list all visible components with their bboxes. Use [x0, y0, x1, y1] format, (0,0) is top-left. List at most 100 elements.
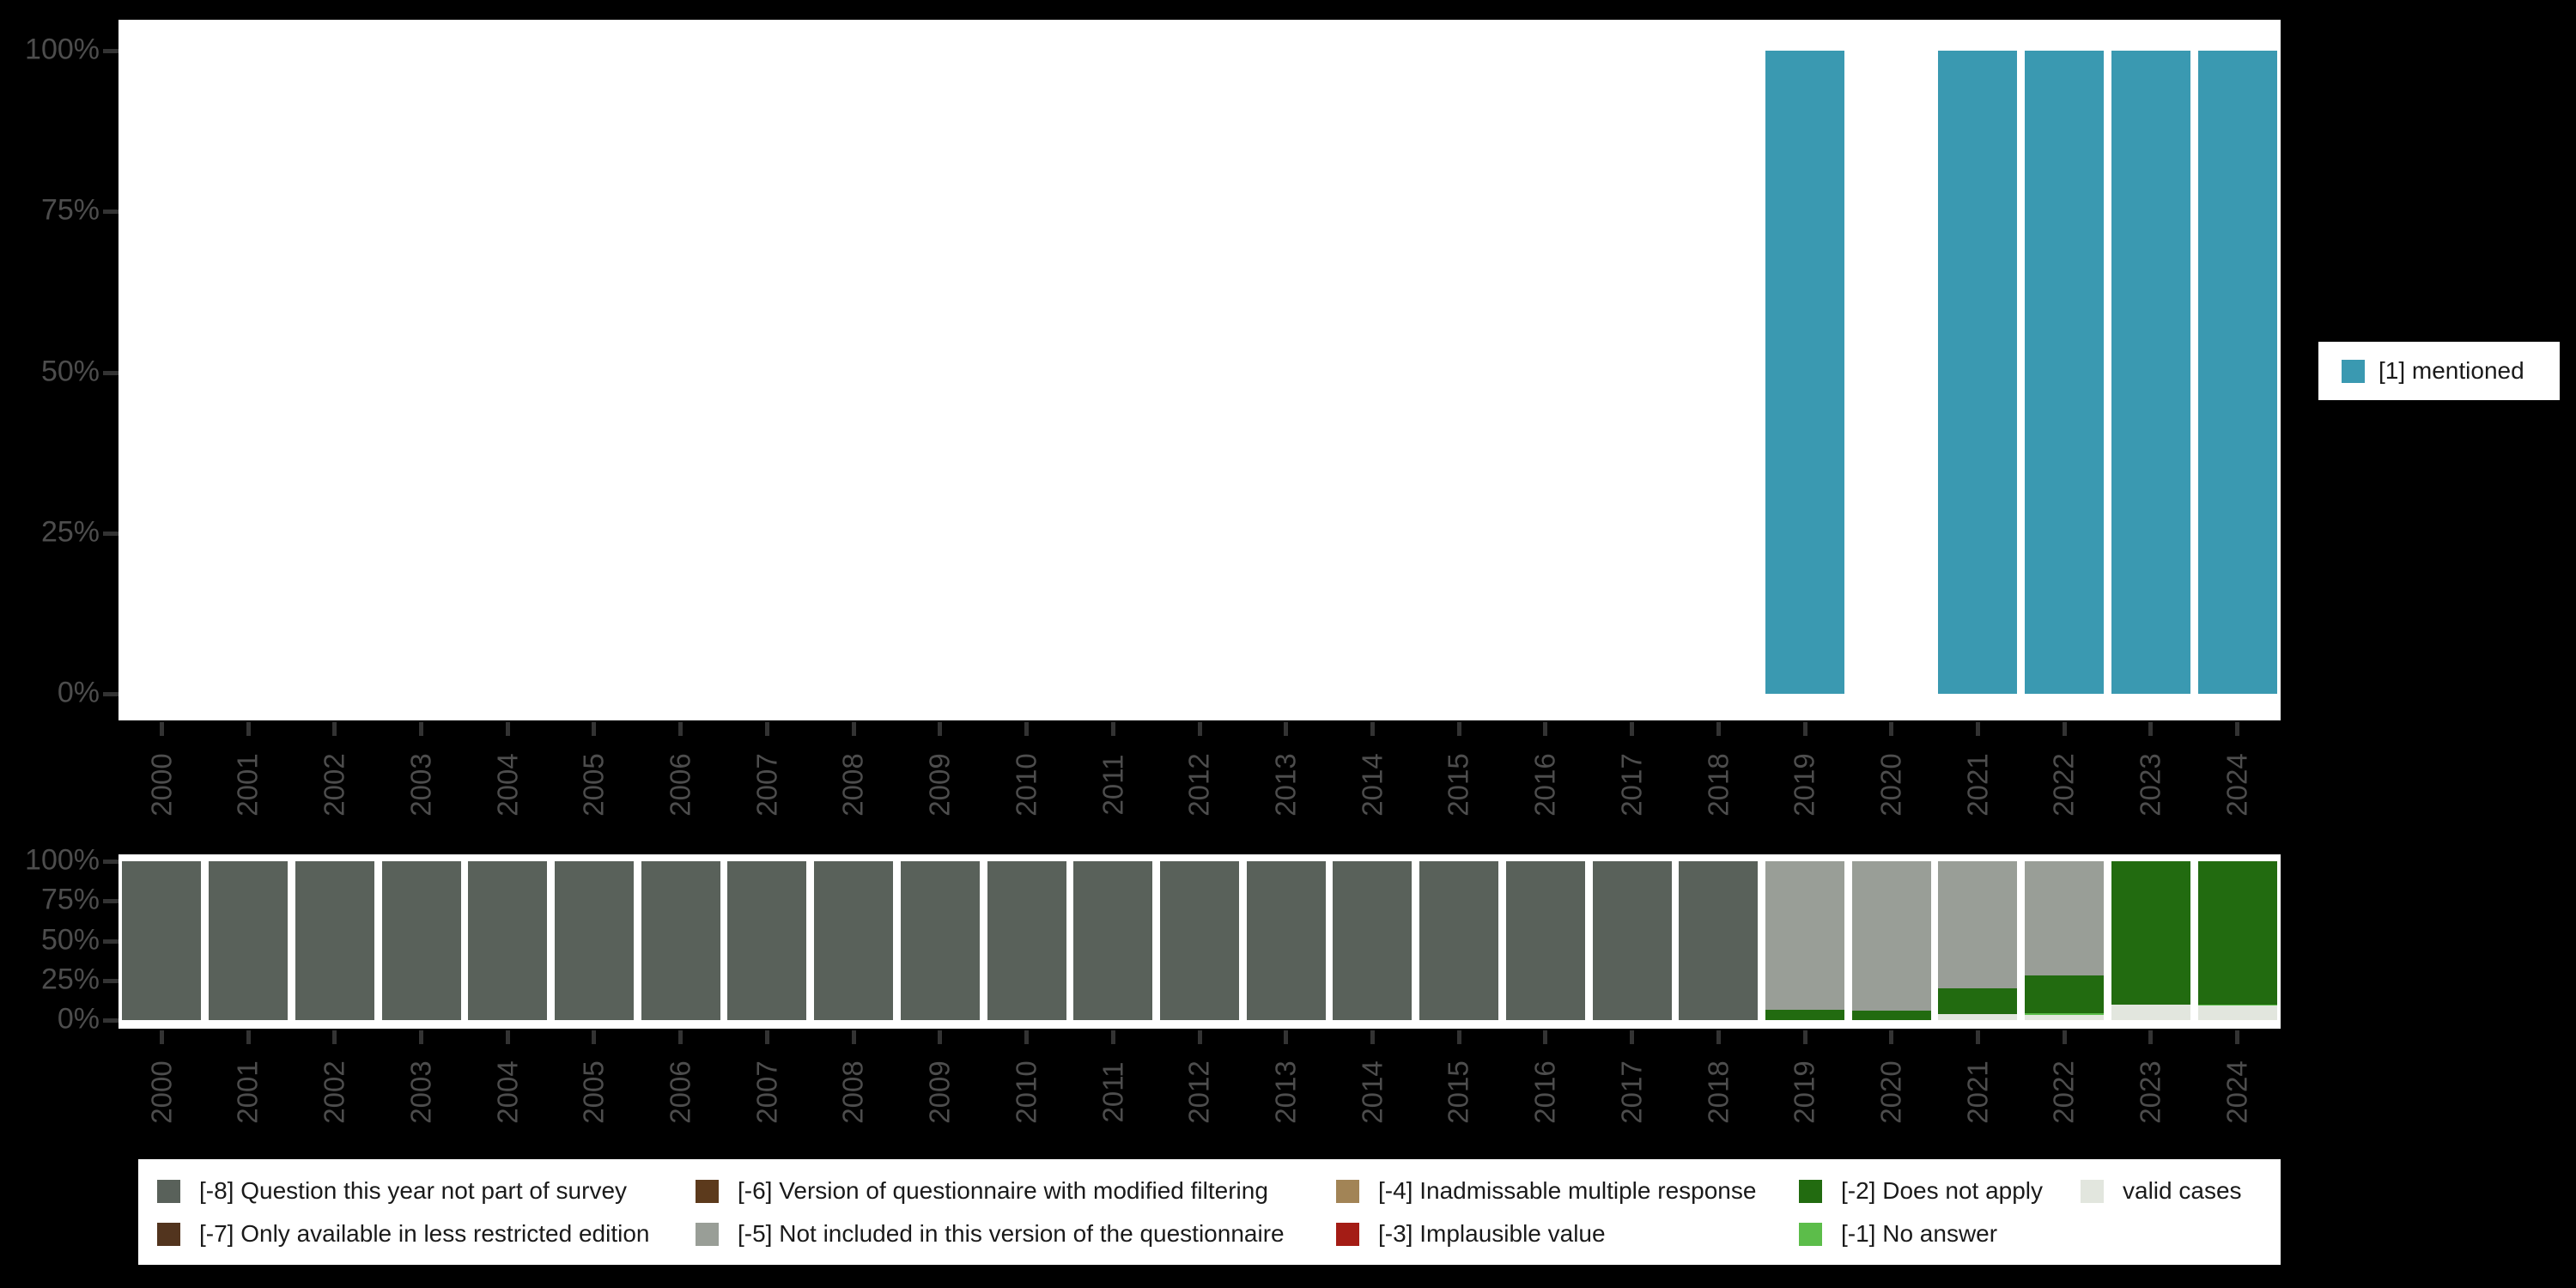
x-axis-year-label: 2012: [1181, 737, 1218, 833]
bar-segment: [1851, 861, 1931, 1011]
x-axis-year-label-text: 2009: [923, 753, 956, 817]
x-axis-year-label: 2004: [489, 1044, 526, 1140]
legend-swatch: [1336, 1180, 1359, 1203]
bar-segment: [1505, 861, 1585, 1020]
x-axis-year-label-text: 2022: [2048, 1060, 2081, 1124]
bar-segment: [2111, 51, 2190, 694]
x-axis-tick-mark: [332, 1030, 337, 1044]
bar-segment: [2025, 1012, 2105, 1015]
x-axis-tick-mark: [419, 722, 424, 736]
x-axis-year-label: 2005: [575, 737, 613, 833]
x-axis-tick-mark: [246, 1030, 251, 1044]
x-axis-year-label: 2010: [1008, 737, 1046, 833]
y-axis-tick-mark: [103, 210, 118, 215]
x-axis-tick-mark: [1197, 1030, 1202, 1044]
x-axis-year-label: 2019: [1786, 737, 1824, 833]
y-axis-tick-label: 0%: [57, 1002, 100, 1036]
x-axis-year-label: 2009: [921, 737, 959, 833]
x-axis-tick-mark: [1370, 722, 1375, 736]
x-axis-year-label: 2008: [835, 737, 872, 833]
x-axis-year-label-text: 2015: [1443, 753, 1475, 817]
x-axis-year-label: 2014: [1353, 1044, 1391, 1140]
x-axis-year-label: 2020: [1873, 737, 1911, 833]
x-axis-tick-mark: [1630, 1030, 1635, 1044]
x-axis-year-label: 2024: [2219, 737, 2257, 833]
y-axis-tick-label: 75%: [40, 193, 100, 227]
x-axis-year-label-text: 2015: [1443, 1060, 1475, 1124]
x-axis-year-label: 2022: [2045, 737, 2083, 833]
x-axis-year-label-text: 2000: [145, 753, 178, 817]
x-axis-year-label: 2010: [1008, 1044, 1046, 1140]
bar-segment: [1592, 861, 1672, 1020]
bar-segment: [1073, 861, 1153, 1020]
x-axis-year-label-text: 2018: [1702, 753, 1735, 817]
x-axis-year-label: 2015: [1440, 737, 1478, 833]
x-axis-year-label-text: 2004: [491, 753, 524, 817]
x-axis-tick-mark: [764, 722, 769, 736]
bar-segment: [1246, 861, 1326, 1020]
x-axis-tick-mark: [764, 1030, 769, 1044]
x-axis-tick-mark: [1889, 722, 1894, 736]
x-axis-tick-mark: [1975, 722, 1980, 736]
x-axis-year-label-text: 2006: [664, 753, 696, 817]
x-axis-year-label: 2001: [229, 737, 267, 833]
bar-segment: [468, 861, 548, 1020]
x-axis-tick-mark: [1024, 722, 1030, 736]
x-axis-year-label-text: 2013: [1269, 1060, 1302, 1124]
bar-segment: [1333, 861, 1413, 1020]
x-axis-year-label: 2000: [143, 1044, 180, 1140]
x-axis-year-label: 2011: [1094, 737, 1132, 833]
legend-swatch: [696, 1180, 719, 1203]
x-axis-year-label-text: 2016: [1528, 1060, 1561, 1124]
x-axis-year-label: 2006: [662, 1044, 700, 1140]
x-axis-year-label: 2017: [1613, 1044, 1651, 1140]
x-axis-tick-mark: [1975, 1030, 1980, 1044]
legend-item-label: [-4] Inadmissable multiple response: [1378, 1177, 1757, 1204]
bar-segment: [1938, 1013, 2018, 1020]
x-axis-tick-mark: [2235, 722, 2240, 736]
x-axis-tick-mark: [1024, 1030, 1030, 1044]
x-axis-tick-mark: [592, 1030, 597, 1044]
x-axis-year-label-text: 2003: [404, 1060, 437, 1124]
legend-label-mentioned: [1] mentioned: [2379, 357, 2524, 384]
x-axis-year-label: 2018: [1699, 737, 1737, 833]
x-axis-tick-mark: [332, 722, 337, 736]
y-axis-tick-label: 25%: [40, 515, 100, 549]
x-axis-year-label: 2016: [1527, 737, 1564, 833]
legend-swatch: [1799, 1180, 1822, 1203]
bar-segment: [641, 861, 720, 1020]
legend-swatch: [1799, 1223, 1822, 1246]
x-axis-year-label: 2007: [748, 737, 786, 833]
bar-segment: [209, 861, 289, 1020]
x-axis-tick-mark: [2062, 722, 2067, 736]
bar-segment: [987, 861, 1066, 1020]
x-axis-year-label-text: 2010: [1010, 1060, 1042, 1124]
x-axis-tick-mark: [1889, 1030, 1894, 1044]
legend-swatch-mentioned: [2342, 360, 2365, 383]
top-chart-plot-area: [118, 20, 2281, 720]
bar-segment: [900, 861, 980, 1020]
x-axis-tick-mark: [1370, 1030, 1375, 1044]
bar-segment: [2197, 861, 2277, 1005]
x-axis-year-label-text: 2004: [491, 1060, 524, 1124]
x-axis-year-label-text: 2020: [1874, 753, 1907, 817]
x-axis-year-label-text: 2021: [1961, 1060, 1994, 1124]
x-axis-year-label: 2000: [143, 737, 180, 833]
x-axis-tick-mark: [1110, 1030, 1115, 1044]
x-axis-year-label-text: 2009: [923, 1060, 956, 1124]
y-axis-tick-mark: [103, 860, 118, 864]
x-axis-year-label: 2014: [1353, 737, 1391, 833]
x-axis-tick-mark: [1802, 1030, 1807, 1044]
x-axis-year-label-text: 2013: [1269, 753, 1302, 817]
x-axis-year-label-text: 2019: [1789, 1060, 1821, 1124]
x-axis-year-label-text: 2014: [1356, 753, 1388, 817]
bar-segment: [295, 861, 374, 1020]
x-axis-year-label: 2017: [1613, 737, 1651, 833]
x-axis-year-label-text: 2022: [2048, 753, 2081, 817]
x-axis-year-label-text: 2024: [2221, 1060, 2253, 1124]
x-axis-year-label: 2003: [403, 1044, 440, 1140]
x-axis-year-label: 2016: [1527, 1044, 1564, 1140]
x-axis-year-label-text: 2008: [837, 1060, 870, 1124]
y-axis-tick-mark: [103, 370, 118, 375]
